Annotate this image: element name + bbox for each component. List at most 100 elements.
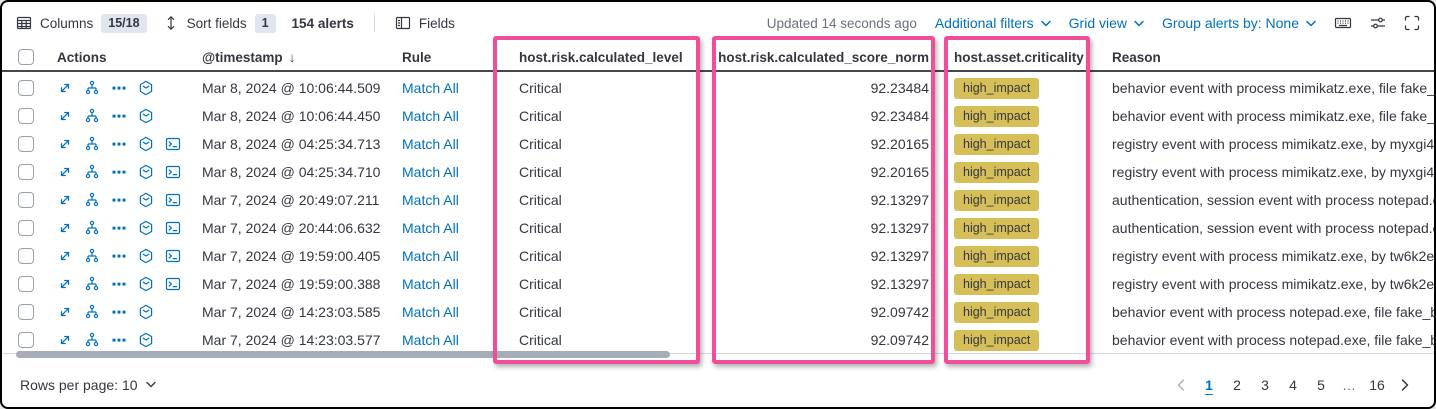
page-button-2[interactable]: 2 — [1226, 373, 1248, 397]
grid-view-button[interactable]: Grid view — [1069, 15, 1144, 31]
analyzer-graph-icon[interactable] — [84, 332, 100, 348]
risk-level-cell: Critical — [519, 136, 562, 152]
analyze-event-icon[interactable] — [138, 248, 154, 264]
toolbar-divider — [373, 14, 375, 32]
page-button-3[interactable]: 3 — [1254, 373, 1276, 397]
row-checkbox[interactable] — [18, 164, 34, 180]
page-button-5[interactable]: 5 — [1310, 373, 1332, 397]
rule-link[interactable]: Match All — [402, 332, 459, 348]
rule-link[interactable]: Match All — [402, 80, 459, 96]
analyzer-graph-icon[interactable] — [84, 136, 100, 152]
analyzer-graph-icon[interactable] — [84, 192, 100, 208]
next-page-button[interactable] — [1394, 373, 1416, 397]
row-checkbox[interactable] — [18, 136, 34, 152]
session-view-icon[interactable] — [165, 276, 181, 292]
alerts-count: 154 alerts — [291, 15, 354, 31]
more-actions-icon[interactable] — [111, 332, 127, 348]
select-all-checkbox[interactable] — [18, 49, 34, 65]
rule-link[interactable]: Match All — [402, 136, 459, 152]
session-view-icon[interactable] — [165, 220, 181, 236]
expand-alert-icon[interactable] — [57, 108, 73, 124]
more-actions-icon[interactable] — [111, 136, 127, 152]
expand-alert-icon[interactable] — [57, 80, 73, 96]
horizontal-scrollbar[interactable] — [16, 351, 670, 358]
analyzer-graph-icon[interactable] — [84, 164, 100, 180]
previous-page-button[interactable] — [1170, 373, 1192, 397]
row-checkbox[interactable] — [18, 304, 34, 320]
row-checkbox[interactable] — [18, 220, 34, 236]
row-checkbox[interactable] — [18, 248, 34, 264]
row-checkbox[interactable] — [18, 276, 34, 292]
fullscreen-button[interactable] — [1404, 15, 1420, 31]
expand-alert-icon[interactable] — [57, 332, 73, 348]
more-actions-icon[interactable] — [111, 248, 127, 264]
sort-fields-button[interactable]: Sort fields 1 — [163, 13, 276, 33]
analyze-event-icon[interactable] — [138, 220, 154, 236]
analyzer-graph-icon[interactable] — [84, 108, 100, 124]
row-checkbox[interactable] — [18, 332, 34, 348]
analyze-event-icon[interactable] — [138, 108, 154, 124]
page-button-1[interactable]: 1 — [1198, 373, 1220, 397]
session-view-icon[interactable] — [165, 136, 181, 152]
analyzer-graph-icon[interactable] — [84, 248, 100, 264]
more-actions-icon[interactable] — [111, 192, 127, 208]
expand-alert-icon[interactable] — [57, 192, 73, 208]
more-actions-icon[interactable] — [111, 108, 127, 124]
analyze-event-icon[interactable] — [138, 136, 154, 152]
analyze-event-icon[interactable] — [138, 164, 154, 180]
row-checkbox[interactable] — [18, 80, 34, 96]
fields-button[interactable]: Fields — [395, 15, 455, 31]
expand-alert-icon[interactable] — [57, 164, 73, 180]
analyze-event-icon[interactable] — [138, 332, 154, 348]
expand-alert-icon[interactable] — [57, 220, 73, 236]
analyzer-graph-icon[interactable] — [84, 276, 100, 292]
analyzer-graph-icon[interactable] — [84, 220, 100, 236]
page-button-4[interactable]: 4 — [1282, 373, 1304, 397]
expand-alert-icon[interactable] — [57, 276, 73, 292]
session-view-icon[interactable] — [165, 248, 181, 264]
rule-link[interactable]: Match All — [402, 108, 459, 124]
more-actions-icon[interactable] — [111, 80, 127, 96]
header-reason[interactable]: Reason — [1112, 49, 1161, 65]
header-risk-level[interactable]: host.risk.calculated_level — [519, 49, 683, 65]
session-view-icon[interactable] — [165, 192, 181, 208]
analyzer-graph-icon[interactable] — [84, 304, 100, 320]
rule-link[interactable]: Match All — [402, 192, 459, 208]
more-actions-icon[interactable] — [111, 276, 127, 292]
analyzer-graph-icon[interactable] — [84, 80, 100, 96]
page-button-16[interactable]: 16 — [1366, 373, 1388, 397]
header-timestamp[interactable]: @timestamp ↓ — [202, 49, 296, 65]
columns-button[interactable]: Columns 15/18 — [16, 13, 147, 33]
rule-link[interactable]: Match All — [402, 248, 459, 264]
row-checkbox[interactable] — [18, 108, 34, 124]
risk-level-cell: Critical — [519, 192, 562, 208]
rule-link[interactable]: Match All — [402, 276, 459, 292]
rule-link[interactable]: Match All — [402, 220, 459, 236]
session-view-icon[interactable] — [165, 164, 181, 180]
display-options-button[interactable] — [1370, 15, 1386, 31]
keyboard-shortcuts-button[interactable] — [1334, 15, 1352, 31]
expand-alert-icon[interactable] — [57, 248, 73, 264]
criticality-badge: high_impact — [954, 273, 1040, 295]
analyze-event-icon[interactable] — [138, 192, 154, 208]
header-criticality[interactable]: host.asset.criticality — [954, 49, 1084, 65]
more-actions-icon[interactable] — [111, 220, 127, 236]
more-actions-icon[interactable] — [111, 304, 127, 320]
reason-cell: authentication, session event with proce… — [1112, 192, 1434, 208]
expand-alert-icon[interactable] — [57, 136, 73, 152]
header-rule[interactable]: Rule — [402, 49, 432, 65]
rule-link[interactable]: Match All — [402, 164, 459, 180]
pagination-ellipsis: … — [1342, 376, 1356, 393]
rule-link[interactable]: Match All — [402, 304, 459, 320]
additional-filters-button[interactable]: Additional filters — [935, 15, 1051, 31]
row-checkbox[interactable] — [18, 192, 34, 208]
more-actions-icon[interactable] — [111, 164, 127, 180]
header-risk-score[interactable]: host.risk.calculated_score_norm — [718, 49, 929, 65]
analyze-event-icon[interactable] — [138, 304, 154, 320]
analyze-event-icon[interactable] — [138, 80, 154, 96]
group-alerts-button[interactable]: Group alerts by: None — [1162, 15, 1316, 31]
criticality-badge: high_impact — [954, 329, 1040, 351]
rows-per-page-button[interactable]: Rows per page: 10 — [20, 377, 156, 393]
analyze-event-icon[interactable] — [138, 276, 154, 292]
expand-alert-icon[interactable] — [57, 304, 73, 320]
